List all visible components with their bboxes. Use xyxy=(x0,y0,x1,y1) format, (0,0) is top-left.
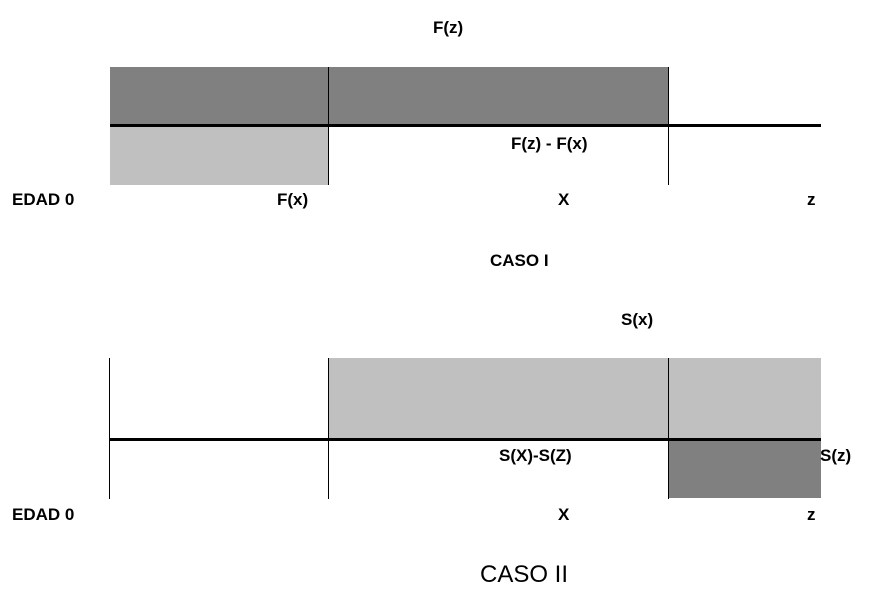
fx-light-bar xyxy=(110,126,329,185)
edad0-label: EDAD 0 xyxy=(12,190,75,209)
z-label-2: z xyxy=(807,505,816,524)
timeline-axis xyxy=(110,124,821,127)
z-label: z xyxy=(807,190,816,209)
x-label-2: X xyxy=(558,505,570,524)
fz-dark-bar xyxy=(110,67,669,126)
fz-label: F(z) xyxy=(433,18,464,37)
caso-2-title: CASO II xyxy=(480,561,569,588)
sz-dark-bar xyxy=(669,440,821,498)
sx-label: S(x) xyxy=(621,310,654,329)
x-divider-line-2 xyxy=(328,358,329,499)
edad0-divider-line xyxy=(109,358,110,499)
edad0-label-2: EDAD 0 xyxy=(12,505,75,524)
timeline-axis-2 xyxy=(109,438,821,441)
sx-light-bar xyxy=(329,358,821,440)
fx-label: F(x) xyxy=(277,190,309,209)
caso-1-title: CASO I xyxy=(490,251,549,270)
x-label: X xyxy=(558,190,570,209)
sx-minus-sz-label: S(X)-S(Z) xyxy=(499,446,572,465)
z-divider-line-2 xyxy=(668,358,669,499)
fz-minus-fx-label: F(z) - F(x) xyxy=(511,134,588,153)
sz-label: S(z) xyxy=(820,446,852,465)
